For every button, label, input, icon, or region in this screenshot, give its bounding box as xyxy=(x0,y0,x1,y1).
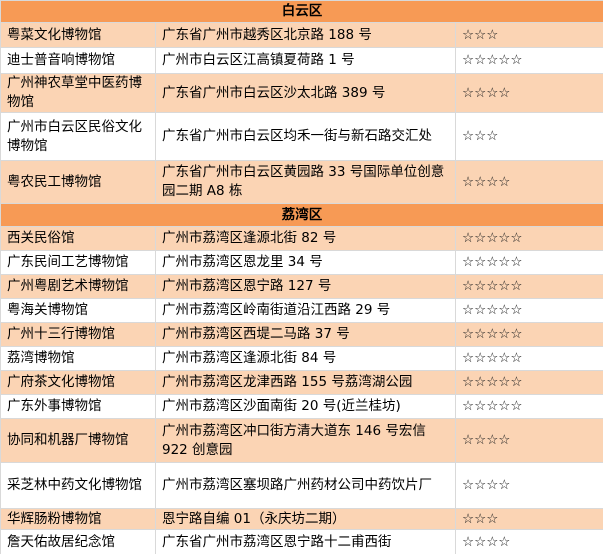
museum-row: 广东民间工艺博物馆 广州市荔湾区恩龙里 34 号 ☆☆☆☆☆ xyxy=(0,250,603,275)
address: 广东省广州市白云区黄园路 33 号国际单位创意园二期 A8 栋 xyxy=(155,160,456,204)
rating: ☆☆☆☆☆ xyxy=(454,274,603,299)
rating: ☆☆☆ xyxy=(454,112,603,161)
rating: ☆☆☆☆ xyxy=(454,160,603,204)
rating: ☆☆☆☆☆ xyxy=(454,322,603,347)
address: 广州市荔湾区逢源北街 82 号 xyxy=(155,226,456,251)
address: 广东省广州市白云区均禾一街与新石路交汇处 xyxy=(155,112,456,161)
address: 广州市荔湾区逢源北街 84 号 xyxy=(155,346,456,371)
address: 广州市荔湾区龙津西路 155 号荔湾湖公园 xyxy=(155,370,456,395)
rating: ☆☆☆☆☆ xyxy=(454,226,603,251)
museum-name: 詹天佑故居纪念馆 xyxy=(0,529,156,554)
museum-row: 协同和机器厂博物馆 广州市荔湾区冲口街方清大道东 146 号宏信 922 创意园 ☆… xyxy=(0,418,603,463)
rating: ☆☆☆☆☆ xyxy=(454,250,603,275)
rating: ☆☆☆☆☆ xyxy=(454,346,603,371)
museum-name: 协同和机器厂博物馆 xyxy=(0,418,156,463)
rating: ☆☆☆☆ xyxy=(454,462,603,509)
museum-name: 粤海关博物馆 xyxy=(0,298,156,323)
rating: ☆☆☆☆☆ xyxy=(454,394,603,419)
address: 广东省广州市白云区沙太北路 389 号 xyxy=(155,73,456,113)
address: 广州市荔湾区西堤二马路 37 号 xyxy=(155,322,456,347)
section-row: 白云区 xyxy=(0,0,603,23)
museum-row: 华辉肠粉博物馆 恩宁路自编 01（永庆坊二期） ☆☆☆ xyxy=(0,508,603,530)
museum-row: 广州十三行博物馆 广州市荔湾区西堤二马路 37 号 ☆☆☆☆☆ xyxy=(0,322,603,347)
rating: ☆☆☆☆☆ xyxy=(454,47,603,74)
museum-name: 迪士普音响博物馆 xyxy=(0,47,156,74)
address: 广东省广州市越秀区北京路 188 号 xyxy=(155,22,456,48)
address: 广州市荔湾区恩龙里 34 号 xyxy=(155,250,456,275)
museum-row: 西关民俗馆 广州市荔湾区逢源北街 82 号 ☆☆☆☆☆ xyxy=(0,226,603,251)
museum-row: 粤海关博物馆 广州市荔湾区岭南街道沿江西路 29 号 ☆☆☆☆☆ xyxy=(0,298,603,323)
rating: ☆☆☆☆ xyxy=(454,529,603,554)
rating: ☆☆☆ xyxy=(454,508,603,530)
museum-name: 广州粤剧艺术博物馆 xyxy=(0,274,156,299)
museum-row: 广东外事博物馆 广州市荔湾区沙面南街 20 号(近兰桂坊) ☆☆☆☆☆ xyxy=(0,394,603,419)
section-row: 荔湾区 xyxy=(0,203,603,227)
rating: ☆☆☆☆☆ xyxy=(454,370,603,395)
museum-row: 广州市白云区民俗文化博物馆 广东省广州市白云区均禾一街与新石路交汇处 ☆☆☆ xyxy=(0,112,603,161)
address: 广东省广州市荔湾区恩宁路十二甫西街 xyxy=(155,529,456,554)
museum-row: 粤菜文化博物馆 广东省广州市越秀区北京路 188 号 ☆☆☆ xyxy=(0,22,603,48)
museum-name: 西关民俗馆 xyxy=(0,226,156,251)
museum-row: 广府茶文化博物馆 广州市荔湾区龙津西路 155 号荔湾湖公园 ☆☆☆☆☆ xyxy=(0,370,603,395)
museum-row: 广州神农草堂中医药博物馆 广东省广州市白云区沙太北路 389 号 ☆☆☆☆ xyxy=(0,73,603,113)
museum-row: 粤农民工博物馆 广东省广州市白云区黄园路 33 号国际单位创意园二期 A8 栋 ☆☆… xyxy=(0,160,603,204)
rating: ☆☆☆☆ xyxy=(454,418,603,463)
museum-name: 广东民间工艺博物馆 xyxy=(0,250,156,275)
museum-name: 粤农民工博物馆 xyxy=(0,160,156,204)
museum-row: 詹天佑故居纪念馆 广东省广州市荔湾区恩宁路十二甫西街 ☆☆☆☆ xyxy=(0,529,603,554)
address: 广州市荔湾区恩宁路 127 号 xyxy=(155,274,456,299)
museum-name: 广东外事博物馆 xyxy=(0,394,156,419)
museum-name: 广州神农草堂中医药博物馆 xyxy=(0,73,156,113)
address: 广州市荔湾区岭南街道沿江西路 29 号 xyxy=(155,298,456,323)
section-title: 荔湾区 xyxy=(0,203,603,227)
museum-name: 广州市白云区民俗文化博物馆 xyxy=(0,112,156,161)
rating: ☆☆☆☆ xyxy=(454,73,603,113)
museum-name: 采芝林中药文化博物馆 xyxy=(0,462,156,509)
museum-row: 采芝林中药文化博物馆 广州市荔湾区塞坝路广州药材公司中药饮片厂 ☆☆☆☆ xyxy=(0,462,603,509)
rating: ☆☆☆ xyxy=(454,22,603,48)
museum-name: 粤菜文化博物馆 xyxy=(0,22,156,48)
museum-name: 广州十三行博物馆 xyxy=(0,322,156,347)
address: 广州市荔湾区沙面南街 20 号(近兰桂坊) xyxy=(155,394,456,419)
section-title: 白云区 xyxy=(0,0,603,23)
rating: ☆☆☆☆☆ xyxy=(454,298,603,323)
museum-name: 荔湾博物馆 xyxy=(0,346,156,371)
address: 恩宁路自编 01（永庆坊二期） xyxy=(155,508,456,530)
museum-name: 广府茶文化博物馆 xyxy=(0,370,156,395)
museum-row: 迪士普音响博物馆 广州市白云区江高镇夏荷路 1 号 ☆☆☆☆☆ xyxy=(0,47,603,74)
address: 广州市荔湾区冲口街方清大道东 146 号宏信 922 创意园 xyxy=(155,418,456,463)
museum-row: 广州粤剧艺术博物馆 广州市荔湾区恩宁路 127 号 ☆☆☆☆☆ xyxy=(0,274,603,299)
museum-row: 荔湾博物馆 广州市荔湾区逢源北街 84 号 ☆☆☆☆☆ xyxy=(0,346,603,371)
museum-name: 华辉肠粉博物馆 xyxy=(0,508,156,530)
address: 广州市荔湾区塞坝路广州药材公司中药饮片厂 xyxy=(155,462,456,509)
address: 广州市白云区江高镇夏荷路 1 号 xyxy=(155,47,456,74)
